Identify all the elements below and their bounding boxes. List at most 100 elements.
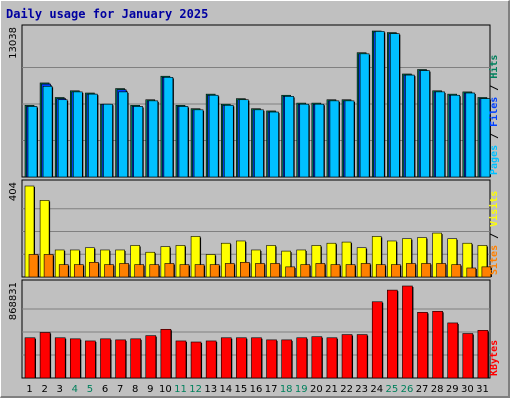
- bar-kbytes-day-2: [39, 332, 51, 379]
- bar-kbytes-day-24: [371, 301, 383, 379]
- chart-bars: [24, 30, 492, 379]
- ymax-label-top: 13038: [8, 27, 19, 59]
- bar-kbytes-day-21: [326, 337, 338, 379]
- bar-sites-day-29: [451, 264, 462, 278]
- bar-pages-day-21: [329, 100, 340, 178]
- day-label-6: 6: [102, 384, 108, 395]
- bar-kbytes-day-4: [69, 338, 81, 379]
- day-label-10: 10: [159, 384, 172, 395]
- bar-kbytes-day-30: [462, 333, 474, 379]
- bar-pages-day-7: [118, 91, 128, 178]
- bar-pages-day-22: [344, 100, 355, 178]
- bar-pages-day-2: [42, 85, 53, 178]
- bar-pages-day-29: [450, 94, 461, 178]
- bar-kbytes-day-14: [220, 337, 232, 379]
- bar-pages-day-26: [405, 74, 415, 178]
- bar-pages-day-10: [163, 77, 174, 178]
- bar-kbytes-day-10: [160, 328, 172, 379]
- bar-sites-day-14: [224, 263, 235, 278]
- bar-sites-day-26: [406, 263, 416, 278]
- bar-pages-day-25: [390, 33, 400, 178]
- bar-kbytes-day-1: [24, 337, 36, 379]
- day-label-7: 7: [117, 384, 123, 395]
- bar-kbytes-day-9: [145, 335, 157, 379]
- bar-pages-day-4: [72, 91, 83, 178]
- bar-kbytes-day-20: [311, 336, 323, 379]
- bar-pages-day-24: [374, 31, 385, 178]
- bar-kbytes-day-28: [432, 310, 443, 379]
- day-label-11: 11: [174, 384, 187, 395]
- bar-kbytes-day-13: [205, 340, 217, 379]
- day-label-1: 1: [26, 384, 32, 395]
- day-label-9: 9: [147, 384, 153, 395]
- bar-sites-day-16: [255, 263, 265, 278]
- bar-pages-day-30: [465, 92, 476, 178]
- bar-sites-day-20: [315, 263, 326, 278]
- bar-kbytes-day-5: [85, 340, 96, 379]
- bar-sites-day-4: [73, 264, 84, 278]
- bar-kbytes-day-7: [115, 339, 126, 379]
- day-label-28: 28: [431, 384, 444, 395]
- bar-pages-day-28: [435, 91, 445, 178]
- chart-title: Daily usage for January 2025: [6, 7, 209, 21]
- bar-kbytes-day-23: [356, 334, 368, 379]
- bar-kbytes-day-29: [447, 322, 459, 379]
- bar-kbytes-day-17: [266, 339, 277, 379]
- bar-kbytes-day-3: [54, 337, 66, 379]
- bar-sites-day-3: [58, 264, 69, 278]
- bar-sites-day-1: [28, 254, 39, 278]
- bar-sites-day-10: [164, 263, 175, 278]
- day-label-20: 20: [310, 384, 323, 395]
- day-label-19: 19: [295, 384, 308, 395]
- bar-sites-day-21: [330, 264, 341, 278]
- bar-pages-day-27: [420, 70, 430, 178]
- day-label-12: 12: [189, 384, 202, 395]
- bar-kbytes-day-8: [130, 338, 141, 379]
- day-label-30: 30: [461, 384, 474, 395]
- bar-kbytes-day-27: [417, 312, 428, 379]
- bar-sites-day-28: [436, 263, 446, 278]
- bar-sites-day-11: [179, 264, 190, 278]
- bar-sites-day-18: [285, 266, 295, 278]
- bar-kbytes-day-15: [236, 337, 247, 379]
- bar-sites-day-5: [89, 262, 99, 278]
- bar-kbytes-day-31: [477, 330, 489, 379]
- bar-kbytes-day-12: [190, 341, 202, 379]
- day-label-29: 29: [446, 384, 459, 395]
- bar-kbytes-day-19: [296, 337, 308, 379]
- day-label-2: 2: [41, 384, 47, 395]
- bar-sites-day-12: [194, 264, 205, 278]
- day-label-26: 26: [401, 384, 414, 395]
- bar-kbytes-day-25: [387, 289, 398, 379]
- bar-kbytes-day-18: [281, 339, 292, 379]
- bar-pages-day-16: [254, 109, 264, 178]
- bar-sites-day-6: [104, 264, 114, 278]
- bar-pages-day-3: [57, 99, 68, 178]
- bar-pages-day-12: [193, 109, 204, 178]
- bar-pages-day-14: [223, 105, 234, 178]
- day-label-13: 13: [204, 384, 217, 395]
- bar-sites-day-17: [270, 263, 280, 278]
- bar-pages-day-23: [359, 53, 370, 178]
- day-label-8: 8: [132, 384, 138, 395]
- day-label-18: 18: [280, 384, 293, 395]
- day-label-14: 14: [219, 384, 232, 395]
- bar-sites-day-24: [375, 264, 386, 278]
- day-label-21: 21: [325, 384, 338, 395]
- bar-kbytes-day-26: [402, 285, 413, 379]
- bar-pages-day-20: [314, 103, 325, 178]
- bar-pages-day-9: [148, 100, 159, 178]
- day-label-5: 5: [87, 384, 93, 395]
- bar-kbytes-day-16: [251, 337, 262, 379]
- bar-sites-day-13: [209, 264, 220, 278]
- day-label-25: 25: [386, 384, 399, 395]
- bar-pages-day-19: [299, 103, 310, 178]
- bar-pages-day-18: [284, 96, 294, 178]
- day-label-24: 24: [370, 384, 383, 395]
- day-label-3: 3: [57, 384, 63, 395]
- day-label-16: 16: [250, 384, 263, 395]
- bar-sites-day-22: [345, 264, 356, 278]
- day-label-15: 15: [235, 384, 248, 395]
- bar-pages-day-13: [208, 94, 219, 178]
